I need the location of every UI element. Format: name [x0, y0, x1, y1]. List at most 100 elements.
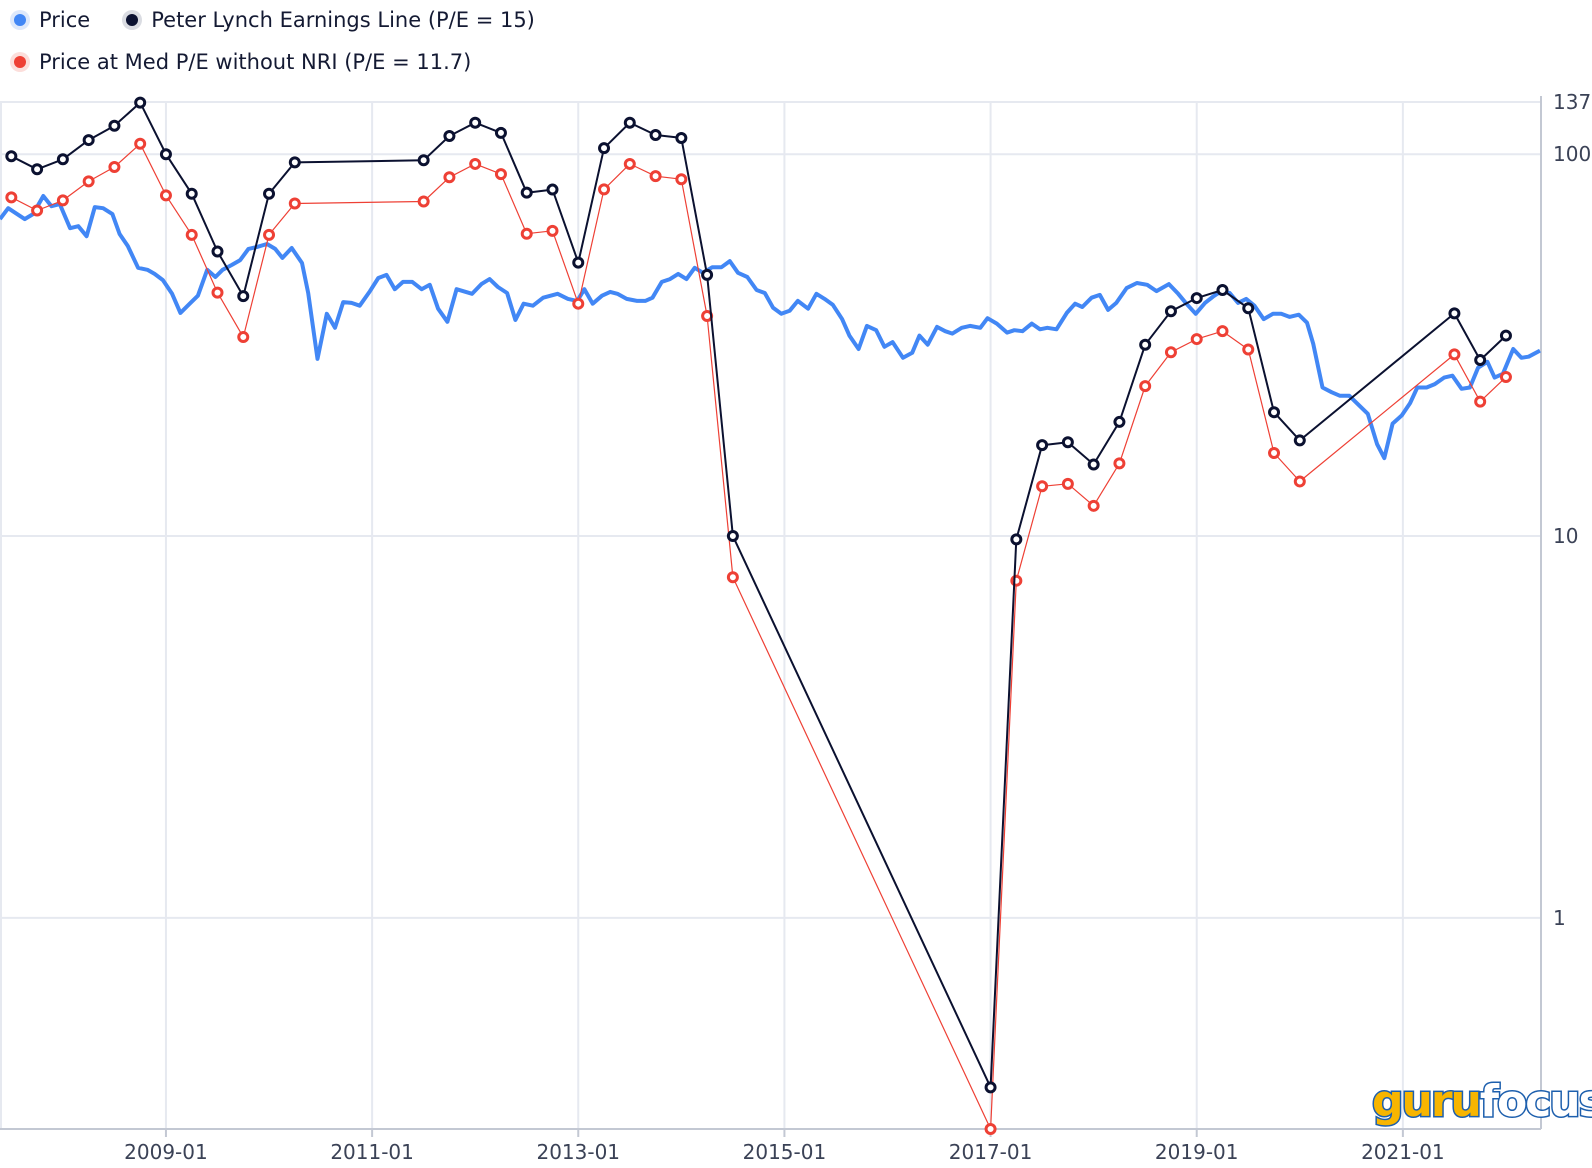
data-point-marker[interactable] — [572, 256, 585, 269]
data-point-marker[interactable] — [1139, 380, 1152, 393]
data-point-marker[interactable] — [159, 189, 172, 202]
data-point-marker[interactable] — [494, 126, 507, 139]
data-point-marker[interactable] — [237, 331, 250, 344]
data-point-marker[interactable] — [701, 268, 714, 281]
legend-item-peter-lynch[interactable]: Peter Lynch Earnings Line (P/E = 15) — [112, 8, 535, 32]
data-point-marker[interactable] — [1474, 354, 1487, 367]
legend-med-pe-dot-icon — [14, 56, 26, 68]
data-point-marker[interactable] — [211, 286, 224, 299]
data-point-marker[interactable] — [1242, 302, 1255, 315]
legend-label: Price at Med P/E without NRI (P/E = 11.7… — [39, 50, 472, 74]
data-point-marker[interactable] — [726, 571, 739, 584]
gurufocus-logo: gurufocus — [1371, 1075, 1592, 1129]
y-tick-label: 1 — [1553, 906, 1566, 930]
data-point-marker[interactable] — [1036, 439, 1049, 452]
series-layer — [0, 96, 1541, 1135]
data-point-marker[interactable] — [546, 183, 559, 196]
data-point-marker[interactable] — [1139, 338, 1152, 351]
data-point-marker[interactable] — [5, 150, 18, 163]
series-med-pe-line — [5, 137, 1512, 1135]
data-point-marker[interactable] — [1190, 333, 1203, 346]
data-point-marker[interactable] — [726, 530, 739, 543]
data-point-marker[interactable] — [1499, 370, 1512, 383]
data-point-marker[interactable] — [598, 142, 611, 155]
y-tick-label: 10 — [1553, 524, 1578, 548]
data-point-marker[interactable] — [417, 195, 430, 208]
data-point-marker[interactable] — [546, 224, 559, 237]
data-point-marker[interactable] — [598, 183, 611, 196]
data-point-marker[interactable] — [675, 173, 688, 186]
data-point-marker[interactable] — [134, 137, 147, 150]
data-point-marker[interactable] — [31, 163, 44, 176]
data-point-marker[interactable] — [1190, 292, 1203, 305]
data-point-marker[interactable] — [288, 156, 301, 169]
data-point-marker[interactable] — [1061, 477, 1074, 490]
data-point-marker[interactable] — [623, 116, 636, 129]
data-point-marker[interactable] — [56, 194, 69, 207]
data-point-marker[interactable] — [1242, 343, 1255, 356]
data-point-marker[interactable] — [237, 290, 250, 303]
data-point-marker[interactable] — [263, 228, 276, 241]
data-point-marker[interactable] — [649, 128, 662, 141]
data-point-marker[interactable] — [1268, 447, 1281, 460]
data-point-marker[interactable] — [1010, 574, 1023, 587]
data-point-marker[interactable] — [1113, 457, 1126, 470]
data-point-marker[interactable] — [417, 154, 430, 167]
data-point-marker[interactable] — [134, 96, 147, 109]
data-point-marker[interactable] — [1474, 395, 1487, 408]
data-point-marker[interactable] — [494, 168, 507, 181]
data-point-marker[interactable] — [1164, 305, 1177, 318]
data-point-marker[interactable] — [185, 187, 198, 200]
data-point-marker[interactable] — [1448, 307, 1461, 320]
data-point-marker[interactable] — [1293, 434, 1306, 447]
data-point-marker[interactable] — [31, 204, 44, 217]
data-point-marker[interactable] — [211, 245, 224, 258]
data-point-marker[interactable] — [984, 1123, 997, 1135]
data-point-marker[interactable] — [520, 186, 533, 199]
data-point-marker[interactable] — [675, 131, 688, 144]
legend-peter-lynch-dot-icon — [126, 14, 139, 26]
data-point-marker[interactable] — [159, 148, 172, 161]
data-point-marker[interactable] — [185, 228, 198, 241]
data-point-marker[interactable] — [572, 297, 585, 310]
data-point-marker[interactable] — [469, 116, 482, 129]
legend-label: Price — [39, 8, 91, 32]
data-point-marker[interactable] — [1216, 283, 1229, 296]
data-point-marker[interactable] — [443, 171, 456, 184]
x-tick-label: 2019-01 — [1155, 1140, 1239, 1164]
legend-item-med-pe[interactable]: Price at Med P/E without NRI (P/E = 11.7… — [0, 50, 471, 74]
data-point-marker[interactable] — [1268, 406, 1281, 419]
x-tick-label: 2017-01 — [949, 1140, 1033, 1164]
data-point-marker[interactable] — [623, 157, 636, 170]
data-point-marker[interactable] — [82, 134, 95, 147]
data-point-marker[interactable] — [1499, 329, 1512, 342]
data-point-marker[interactable] — [263, 187, 276, 200]
y-tick-label: 100 — [1553, 142, 1591, 166]
data-point-marker[interactable] — [1010, 533, 1023, 546]
data-point-marker[interactable] — [1448, 348, 1461, 361]
data-point-marker[interactable] — [108, 160, 121, 173]
series-line — [10, 101, 1507, 1089]
data-point-marker[interactable] — [649, 170, 662, 183]
data-point-marker[interactable] — [82, 175, 95, 188]
data-point-marker[interactable] — [1036, 480, 1049, 493]
data-point-marker[interactable] — [1061, 436, 1074, 449]
data-point-marker[interactable] — [1087, 499, 1100, 512]
data-point-marker[interactable] — [1087, 458, 1100, 471]
data-point-marker[interactable] — [1113, 415, 1126, 428]
data-point-marker[interactable] — [520, 227, 533, 240]
legend-price-dot-icon — [14, 14, 26, 26]
y-tick-label: 137 — [1553, 90, 1591, 114]
legend-item-price[interactable]: Price — [0, 8, 90, 32]
data-point-marker[interactable] — [56, 153, 69, 166]
legend-label: Peter Lynch Earnings Line (P/E = 15) — [151, 8, 535, 32]
data-point-marker[interactable] — [469, 157, 482, 170]
data-point-marker[interactable] — [288, 197, 301, 210]
data-point-marker[interactable] — [1164, 346, 1177, 359]
data-point-marker[interactable] — [1293, 475, 1306, 488]
data-point-marker[interactable] — [108, 119, 121, 132]
data-point-marker[interactable] — [984, 1081, 997, 1094]
data-point-marker[interactable] — [443, 130, 456, 143]
data-point-marker[interactable] — [1216, 325, 1229, 338]
data-point-marker[interactable] — [5, 191, 18, 204]
